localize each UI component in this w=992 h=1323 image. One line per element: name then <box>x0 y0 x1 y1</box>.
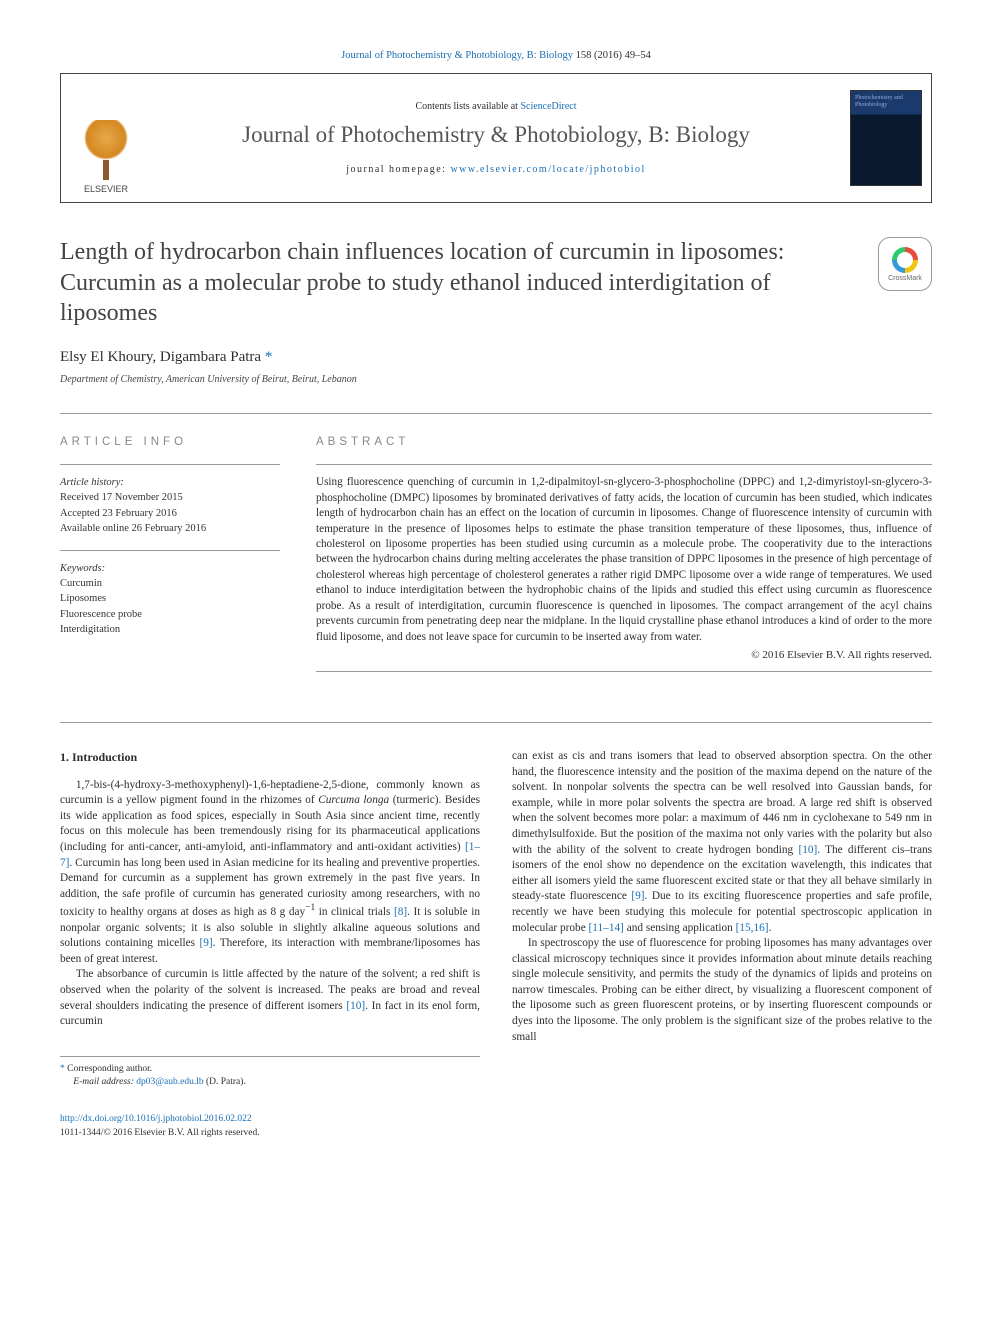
article-title: Length of hydrocarbon chain influences l… <box>60 237 858 329</box>
running-head-link[interactable]: Journal of Photochemistry & Photobiology… <box>341 50 573 61</box>
journal-header: ELSEVIER Contents lists available at Sci… <box>60 73 932 203</box>
keyword-2: Liposomes <box>60 591 280 606</box>
history-online: Available online 26 February 2016 <box>60 521 280 536</box>
ref-9[interactable]: [9] <box>199 937 212 949</box>
homepage-line: journal homepage: www.elsevier.com/locat… <box>171 164 821 175</box>
ref-15-16[interactable]: [15,16] <box>736 922 769 934</box>
rule-abstract-bottom <box>316 671 932 672</box>
running-head-citation: 158 (2016) 49–54 <box>576 50 651 61</box>
abstract-label: ABSTRACT <box>316 436 932 448</box>
para-2: The absorbance of curcumin is little aff… <box>60 967 480 1029</box>
journal-name: Journal of Photochemistry & Photobiology… <box>171 122 821 148</box>
header-center: Contents lists available at ScienceDirec… <box>151 74 841 202</box>
keyword-3: Fluorescence probe <box>60 607 280 622</box>
abstract-text: Using fluorescence quenching of curcumin… <box>316 464 932 645</box>
affiliation: Department of Chemistry, American Univer… <box>60 374 932 385</box>
keywords-label: Keywords: <box>60 561 280 576</box>
corr-email-name: (D. Patra). <box>204 1077 246 1087</box>
rule-1 <box>60 413 932 414</box>
abstract-copyright: © 2016 Elsevier B.V. All rights reserved… <box>316 649 932 661</box>
ref-11-14[interactable]: [11–14] <box>589 922 624 934</box>
column-right: can exist as cis and trans isomers that … <box>512 749 932 1140</box>
ref-10a[interactable]: [10] <box>346 1000 365 1012</box>
elsevier-label: ELSEVIER <box>84 184 128 194</box>
para-3: can exist as cis and trans isomers that … <box>512 749 932 936</box>
authors: Elsy El Khoury, Digambara Patra * <box>60 349 932 366</box>
para-1: 1,7-bis-(4-hydroxy-3-methoxyphenyl)-1,6-… <box>60 778 480 968</box>
author-2: Digambara Patra <box>160 349 265 365</box>
para-4: In spectroscopy the use of fluorescence … <box>512 936 932 1045</box>
footnotes: * Corresponding author. E-mail address: … <box>60 1056 480 1090</box>
homepage-prefix: journal homepage: <box>346 164 450 175</box>
doi-link[interactable]: http://dx.doi.org/10.1016/j.jphotobiol.2… <box>60 1114 252 1124</box>
cover-image: Photochemistry and Photobiology <box>850 90 922 186</box>
cover-thumb: Photochemistry and Photobiology <box>841 74 931 202</box>
crossmark-label: CrossMark <box>888 275 922 282</box>
article-info-col: ARTICLE INFO Article history: Received 1… <box>60 436 280 672</box>
rule-2 <box>60 722 932 723</box>
homepage-link[interactable]: www.elsevier.com/locate/jphotobiol <box>450 164 645 175</box>
author-1: Elsy El Khoury <box>60 349 152 365</box>
elsevier-logo: ELSEVIER <box>61 74 151 202</box>
body-columns: 1. Introduction 1,7-bis-(4-hydroxy-3-met… <box>60 749 932 1140</box>
ref-8[interactable]: [8] <box>394 906 407 918</box>
contents-line: Contents lists available at ScienceDirec… <box>171 101 821 112</box>
abstract-col: ABSTRACT Using fluorescence quenching of… <box>316 436 932 672</box>
issn-copyright: 1011-1344/© 2016 Elsevier B.V. All right… <box>60 1127 480 1140</box>
article-info-label: ARTICLE INFO <box>60 436 280 448</box>
doi-block: http://dx.doi.org/10.1016/j.jphotobiol.2… <box>60 1113 480 1140</box>
keyword-4: Interdigitation <box>60 622 280 637</box>
corr-author-note: Corresponding author. <box>67 1064 152 1074</box>
history-received: Received 17 November 2015 <box>60 490 280 505</box>
section-1-heading: 1. Introduction <box>60 749 480 766</box>
elsevier-tree-icon <box>81 120 131 180</box>
history-label: Article history: <box>60 475 280 490</box>
ref-9b[interactable]: [9] <box>631 890 644 902</box>
column-left: 1. Introduction 1,7-bis-(4-hydroxy-3-met… <box>60 749 480 1140</box>
keyword-1: Curcumin <box>60 576 280 591</box>
corr-mark-icon: * <box>60 1064 65 1074</box>
crossmark-badge[interactable]: CrossMark <box>878 237 932 291</box>
email-label: E-mail address: <box>73 1077 136 1087</box>
crossmark-icon <box>892 247 918 273</box>
running-head: Journal of Photochemistry & Photobiology… <box>60 50 932 61</box>
corr-email-link[interactable]: dp03@aub.edu.lb <box>136 1077 203 1087</box>
contents-prefix: Contents lists available at <box>415 101 520 112</box>
history-accepted: Accepted 23 February 2016 <box>60 506 280 521</box>
corr-author-mark[interactable]: * <box>265 349 273 365</box>
article-history: Article history: Received 17 November 20… <box>60 464 280 536</box>
sciencedirect-link[interactable]: ScienceDirect <box>520 101 576 112</box>
ref-10b[interactable]: [10] <box>798 844 817 856</box>
keywords-block: Keywords: Curcumin Liposomes Fluorescenc… <box>60 550 280 637</box>
cover-text: Photochemistry and Photobiology <box>855 95 917 108</box>
